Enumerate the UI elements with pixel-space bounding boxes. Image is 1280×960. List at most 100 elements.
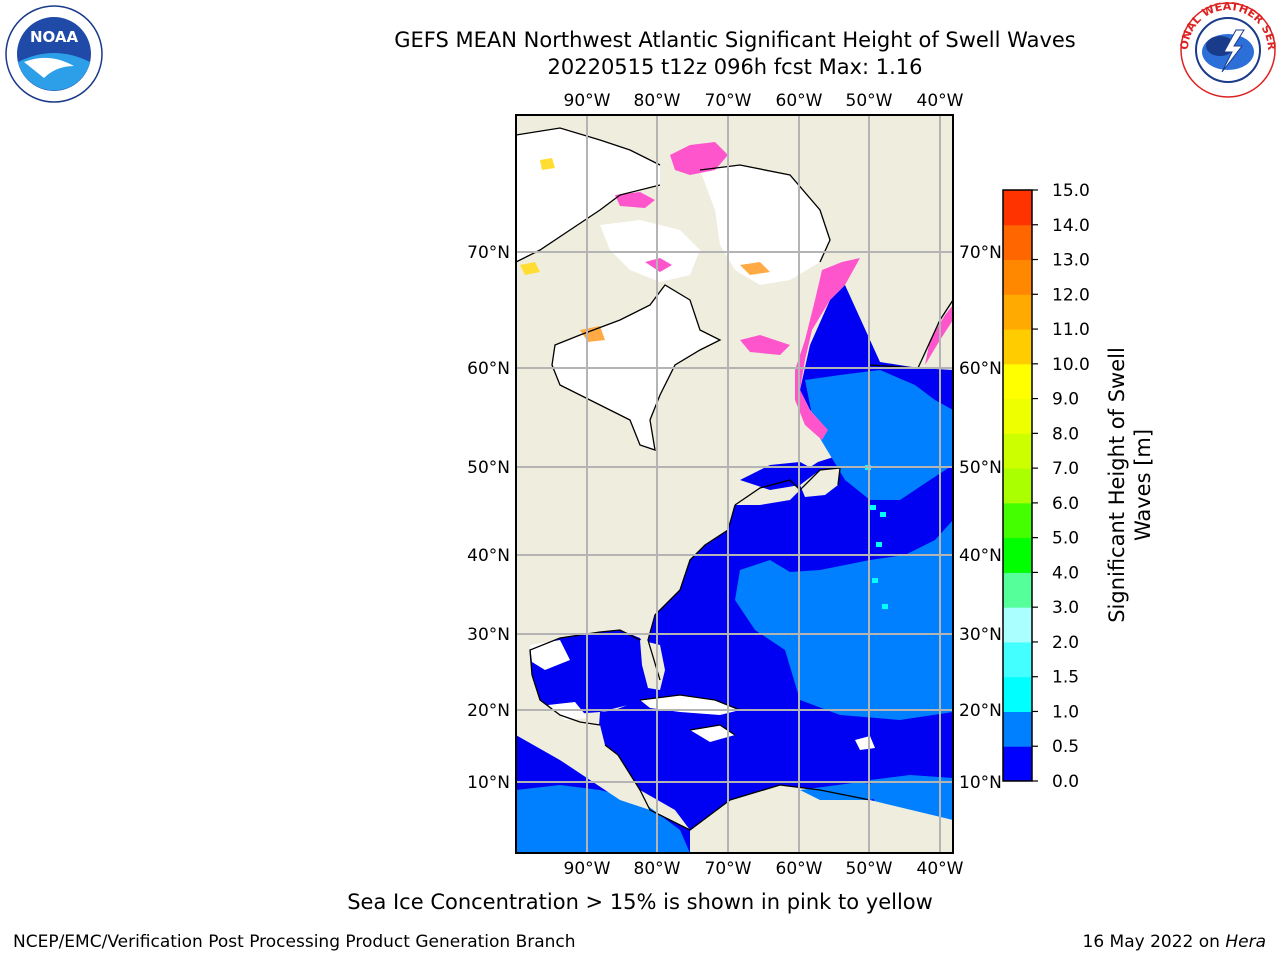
colorbar-segment bbox=[1003, 398, 1032, 434]
colorbar-tick-label: 8.0 bbox=[1052, 424, 1079, 444]
lon-label-top: 90°W bbox=[564, 91, 611, 111]
lon-label-bottom: 90°W bbox=[564, 859, 611, 879]
coastline bbox=[689, 724, 736, 736]
sea-ice-labrador bbox=[795, 258, 860, 440]
lon-label-bottom: 80°W bbox=[634, 859, 681, 879]
land-newfoundland bbox=[800, 468, 840, 497]
ocean-midblue-gyre bbox=[735, 520, 953, 720]
colorbar-segment bbox=[1003, 502, 1032, 539]
colorbar-tick-label: 2.0 bbox=[1052, 633, 1079, 653]
lon-label-bottom: 50°W bbox=[846, 859, 893, 879]
colorbar-frame bbox=[1002, 189, 1033, 782]
colorbar-tick-label: 15.0 bbox=[1052, 181, 1090, 201]
lon-label-top: 50°W bbox=[846, 91, 893, 111]
land-south-america bbox=[690, 785, 953, 853]
ocean-caribbean bbox=[598, 700, 790, 800]
colorbar-segment bbox=[1003, 468, 1032, 504]
lat-label-right: 30°N bbox=[959, 625, 1002, 645]
colorbar-segment bbox=[1003, 676, 1032, 712]
lat-label-left: 30°N bbox=[467, 625, 510, 645]
sea-ice-yellow-west bbox=[520, 262, 540, 275]
colorbar-segment bbox=[1003, 607, 1032, 643]
lon-label-bottom: 40°W bbox=[917, 859, 964, 879]
lat-label-left: 60°N bbox=[467, 359, 510, 379]
lon-label-top: 70°W bbox=[705, 91, 752, 111]
lat-label-left: 40°N bbox=[467, 546, 510, 566]
island-hispaniola bbox=[690, 725, 735, 742]
noaa-logo: NOAA bbox=[5, 5, 103, 103]
ice-sheet-baffin bbox=[700, 165, 830, 285]
swell-cyan-patch bbox=[882, 604, 888, 609]
lon-label-bottom: 60°W bbox=[776, 859, 823, 879]
chart-title: GEFS MEAN Northwest Atlantic Significant… bbox=[394, 28, 1076, 52]
swell-cyan-patch bbox=[880, 512, 886, 517]
colorbar-segment bbox=[1003, 572, 1032, 608]
patch-gulf-coast bbox=[530, 640, 570, 670]
sea-ice-baffin-west bbox=[740, 262, 770, 275]
swell-cyan-patch bbox=[876, 542, 882, 547]
chart-subtitle: 20220515 t12z 096h fcst Max: 1.16 bbox=[547, 55, 923, 79]
colorbar-segment bbox=[1003, 363, 1032, 400]
coastline bbox=[516, 127, 661, 166]
sea-ice-foxe bbox=[645, 258, 672, 272]
coastline bbox=[647, 504, 736, 681]
lat-label-left: 10°N bbox=[467, 773, 510, 793]
colorbar-tick-label: 12.0 bbox=[1052, 285, 1090, 305]
colorbar-tick-label: 6.0 bbox=[1052, 494, 1079, 514]
colorbar-tick-label: 0.5 bbox=[1052, 737, 1079, 757]
colorbar-segment bbox=[1003, 641, 1032, 678]
colorbar-segment bbox=[1003, 190, 1032, 226]
coastline bbox=[551, 284, 722, 451]
lat-label-right: 10°N bbox=[959, 773, 1002, 793]
colorbar-tick-label: 7.0 bbox=[1052, 459, 1079, 479]
lat-label-left: 20°N bbox=[467, 701, 510, 721]
colorbar-segment bbox=[1003, 537, 1032, 573]
colorbar-segment bbox=[1003, 294, 1032, 330]
sea-ice-hudson-strait bbox=[740, 335, 790, 355]
footer-date: 16 May 2022 on Hera bbox=[1082, 932, 1267, 952]
colorbar-segment bbox=[1003, 433, 1032, 469]
colorbar-tick-label: 1.0 bbox=[1052, 702, 1079, 722]
colorbar-tick-label: 1.5 bbox=[1052, 668, 1079, 688]
colorbar-segment bbox=[1003, 224, 1032, 261]
lat-label-right: 70°N bbox=[959, 243, 1002, 263]
colorbar-label: Significant Height of Swell Waves [m] bbox=[1105, 347, 1155, 623]
colorbar-tick-label: 4.0 bbox=[1052, 563, 1079, 583]
nws-logo: NATIONAL WEATHER SERVICE bbox=[1176, 0, 1278, 98]
colorbar-tick-label: 10.0 bbox=[1052, 355, 1090, 375]
lon-label-bottom: 70°W bbox=[705, 859, 752, 879]
colorbar-segment bbox=[1003, 711, 1032, 747]
colorbar-segment bbox=[1003, 746, 1032, 782]
colorbar-tick-label: 0.0 bbox=[1052, 772, 1079, 792]
coastline bbox=[869, 299, 953, 369]
sea-ice-note: Sea Ice Concentration > 15% is shown in … bbox=[347, 890, 933, 914]
lat-label-left: 70°N bbox=[467, 243, 510, 263]
lat-label-right: 50°N bbox=[959, 458, 1002, 478]
footer-host: Hera bbox=[1225, 932, 1266, 952]
map-frame bbox=[515, 114, 954, 854]
sea-ice-parry bbox=[615, 192, 655, 208]
lon-label-top: 40°W bbox=[917, 91, 964, 111]
ocean-midblue-south bbox=[516, 785, 690, 853]
colorbar-tick-label: 3.0 bbox=[1052, 598, 1079, 618]
ocean-gulf-st-lawrence bbox=[740, 462, 815, 490]
coastline bbox=[699, 164, 831, 263]
sea-ice-yellow-arctic bbox=[540, 158, 555, 170]
colorbar-tick-label: 11.0 bbox=[1052, 320, 1090, 340]
coastline bbox=[529, 629, 641, 726]
ocean-midblue-guiana bbox=[800, 782, 900, 800]
map-area bbox=[516, 115, 953, 853]
sea-ice-north bbox=[670, 142, 728, 175]
lon-label-top: 80°W bbox=[634, 91, 681, 111]
lat-label-left: 50°N bbox=[467, 458, 510, 478]
footer-credit: NCEP/EMC/Verification Post Processing Pr… bbox=[13, 932, 576, 952]
colorbar-tick-label: 9.0 bbox=[1052, 390, 1079, 410]
lat-label-right: 40°N bbox=[959, 546, 1002, 566]
swell-cyan-patch bbox=[872, 578, 878, 583]
colorbar-tick-label: 5.0 bbox=[1052, 529, 1079, 549]
lat-label-right: 20°N bbox=[959, 701, 1002, 721]
colorbar-tick-label: 14.0 bbox=[1052, 216, 1090, 236]
lat-label-right: 60°N bbox=[959, 359, 1002, 379]
land-greenland bbox=[740, 115, 953, 355]
